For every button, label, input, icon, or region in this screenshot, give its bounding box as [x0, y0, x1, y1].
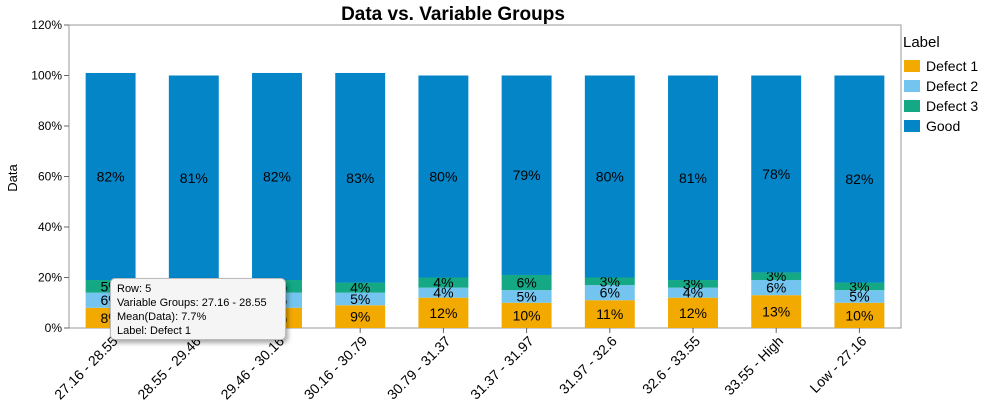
x-tick-label: 33.55 - High [721, 333, 786, 398]
y-tick-label: 120% [31, 18, 62, 32]
bar-segment[interactable] [751, 75, 802, 273]
legend-item-label: Good [926, 118, 960, 134]
x-tick-label: 30.79 - 31.37 [384, 333, 454, 403]
data-label: 4% [433, 275, 453, 291]
bar-segment[interactable] [252, 72, 302, 281]
bar-segment[interactable] [85, 72, 136, 281]
bar-segment[interactable] [335, 72, 386, 283]
bar-segment[interactable] [751, 280, 802, 296]
y-tick-label: 20% [38, 271, 62, 285]
data-label: 11% [596, 306, 623, 322]
x-tick-label: 30.16 - 30.79 [301, 333, 371, 403]
data-label: 4% [433, 285, 453, 301]
legend[interactable]: Label Defect 1 Defect 2 Defect 3 Good [903, 34, 978, 134]
bar-segment[interactable] [501, 290, 552, 303]
legend-swatch[interactable] [904, 100, 920, 112]
data-label: 80% [596, 169, 624, 185]
bar-segment[interactable] [418, 287, 469, 298]
data-label: 9% [350, 309, 370, 325]
y-tick-label: 0% [45, 321, 63, 335]
bar-segment[interactable] [418, 75, 469, 278]
bar-segment[interactable] [584, 277, 635, 286]
x-tick-label: 29.46 - 30.16 [217, 333, 287, 403]
x-tick-label: 32.6 - 33.55 [639, 333, 703, 397]
bar-segment[interactable] [668, 280, 718, 288]
x-tick-label: Low - 27.16 [806, 333, 869, 396]
data-label: 83% [346, 170, 374, 186]
data-label: 4% [350, 280, 370, 296]
bar-segment[interactable] [751, 272, 802, 281]
data-label: 12% [429, 305, 457, 321]
bars-group: 8%6%5%82%8%6%5%81%8%6%5%82%9%5%4%83%12%4… [85, 72, 885, 328]
y-tick-label: 80% [38, 119, 62, 133]
data-label: 82% [845, 171, 873, 187]
data-label: 6% [600, 285, 620, 301]
hover-tooltip: Row: 5 Variable Groups: 27.16 - 28.55 Me… [110, 278, 286, 340]
data-label: 12% [679, 305, 707, 321]
data-label: 6% [516, 275, 536, 291]
bar-segment[interactable] [335, 292, 386, 306]
legend-swatch[interactable] [904, 120, 920, 132]
legend-item-label: Defect 2 [926, 78, 978, 94]
x-tick-label: 31.97 - 32.6 [556, 333, 620, 397]
y-axis-label: Data [5, 164, 20, 192]
bar-segment[interactable] [834, 302, 885, 328]
bar-segment[interactable] [501, 274, 552, 291]
data-label: 6% [766, 280, 786, 296]
data-label: 5% [350, 291, 370, 307]
bar-segment[interactable] [668, 75, 718, 281]
bar-segment[interactable] [668, 287, 718, 298]
bar-segment[interactable] [834, 282, 885, 291]
data-label: 81% [180, 170, 208, 186]
bar-segment[interactable] [335, 282, 386, 293]
bar-segment[interactable] [501, 75, 552, 275]
legend-title: Label [903, 34, 940, 51]
y-tick-label: 60% [38, 170, 62, 184]
data-label: 5% [849, 288, 869, 304]
bar-segment[interactable] [335, 305, 386, 328]
bar-segment[interactable] [668, 297, 718, 328]
data-label: 80% [429, 169, 457, 185]
legend-swatch[interactable] [904, 60, 920, 72]
bar-segment[interactable] [834, 290, 885, 303]
bar-segment[interactable] [501, 302, 552, 328]
tooltip-group: Variable Groups: 27.16 - 28.55 [117, 297, 267, 309]
data-label: 82% [97, 169, 125, 185]
data-label: 10% [845, 307, 873, 323]
y-axis: 0% 20% 40% 60% 80% 100% 120% [31, 18, 69, 335]
tooltip-mean: Mean(Data): 7.7% [117, 311, 207, 323]
y-tick-label: 100% [31, 69, 62, 83]
legend-item-label: Defect 3 [926, 98, 978, 114]
legend-swatch[interactable] [904, 80, 920, 92]
bar-segment[interactable] [751, 295, 802, 328]
bar-segment[interactable] [418, 297, 469, 328]
data-label: 81% [679, 170, 707, 186]
x-tick-label: 27.16 - 28.55 [51, 333, 121, 403]
tooltip-label: Label: Defect 1 [117, 325, 191, 337]
x-tick-label: 31.37 - 31.97 [467, 333, 537, 403]
chart-title: Data vs. Variable Groups [341, 4, 565, 25]
tooltip-row: Row: 5 [117, 283, 152, 295]
bar-segment[interactable] [418, 277, 469, 288]
bar-segment[interactable] [168, 75, 219, 281]
data-label: 5% [516, 288, 536, 304]
x-tick-label: 28.55 - 29.46 [134, 333, 204, 403]
data-label: 10% [513, 307, 541, 323]
data-label: 13% [762, 304, 790, 320]
bar-segment[interactable] [584, 75, 635, 278]
bar-segment[interactable] [834, 75, 885, 283]
legend-item-label: Defect 1 [926, 58, 978, 74]
data-label: 4% [683, 285, 703, 301]
bar-segment[interactable] [584, 285, 635, 301]
data-label: 78% [762, 166, 790, 182]
y-tick-label: 40% [38, 220, 62, 234]
data-label: 79% [513, 167, 541, 183]
bar-segment[interactable] [584, 300, 635, 328]
data-label: 82% [263, 169, 291, 185]
